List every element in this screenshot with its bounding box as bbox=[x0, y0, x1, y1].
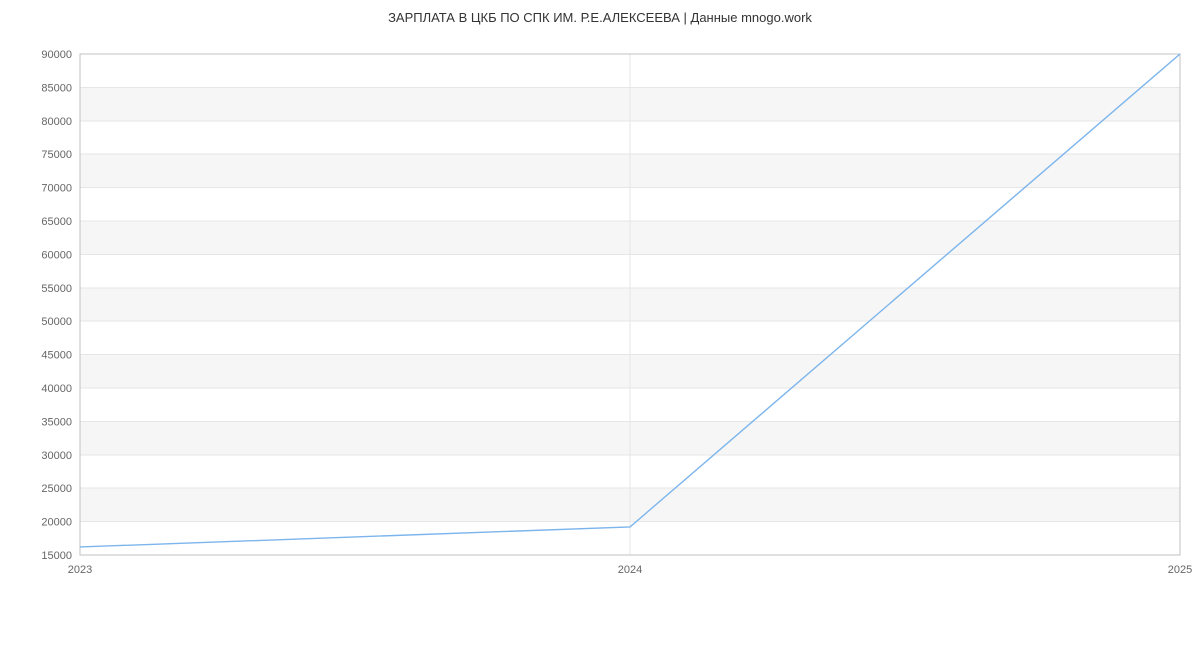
y-tick-label: 80000 bbox=[41, 116, 72, 128]
y-tick-label: 40000 bbox=[41, 383, 72, 395]
y-tick-label: 85000 bbox=[41, 82, 72, 94]
y-tick-label: 35000 bbox=[41, 416, 72, 428]
salary-chart: ЗАРПЛАТА В ЦКБ ПО СПК ИМ. Р.Е.АЛЕКСЕЕВА … bbox=[0, 0, 1200, 650]
y-tick-label: 30000 bbox=[41, 450, 72, 462]
y-tick-label: 15000 bbox=[41, 550, 72, 562]
y-tick-label: 70000 bbox=[41, 183, 72, 195]
chart-svg: 15000 20000 25000 30000 35000 40000 45000 50000… bbox=[0, 0, 1200, 650]
x-tick-label: 2023 bbox=[68, 564, 92, 576]
x-tick-label: 2024 bbox=[618, 564, 642, 576]
y-tick-label: 65000 bbox=[41, 216, 72, 228]
y-tick-label: 75000 bbox=[41, 149, 72, 161]
y-tick-label: 60000 bbox=[41, 249, 72, 261]
y-tick-label: 45000 bbox=[41, 350, 72, 362]
y-tick-label: 55000 bbox=[41, 283, 72, 295]
x-tick-label: 2025 bbox=[1168, 564, 1192, 576]
y-tick-label: 90000 bbox=[41, 49, 72, 61]
y-tick-label: 20000 bbox=[41, 517, 72, 529]
y-tick-label: 25000 bbox=[41, 483, 72, 495]
y-tick-label: 50000 bbox=[41, 316, 72, 328]
